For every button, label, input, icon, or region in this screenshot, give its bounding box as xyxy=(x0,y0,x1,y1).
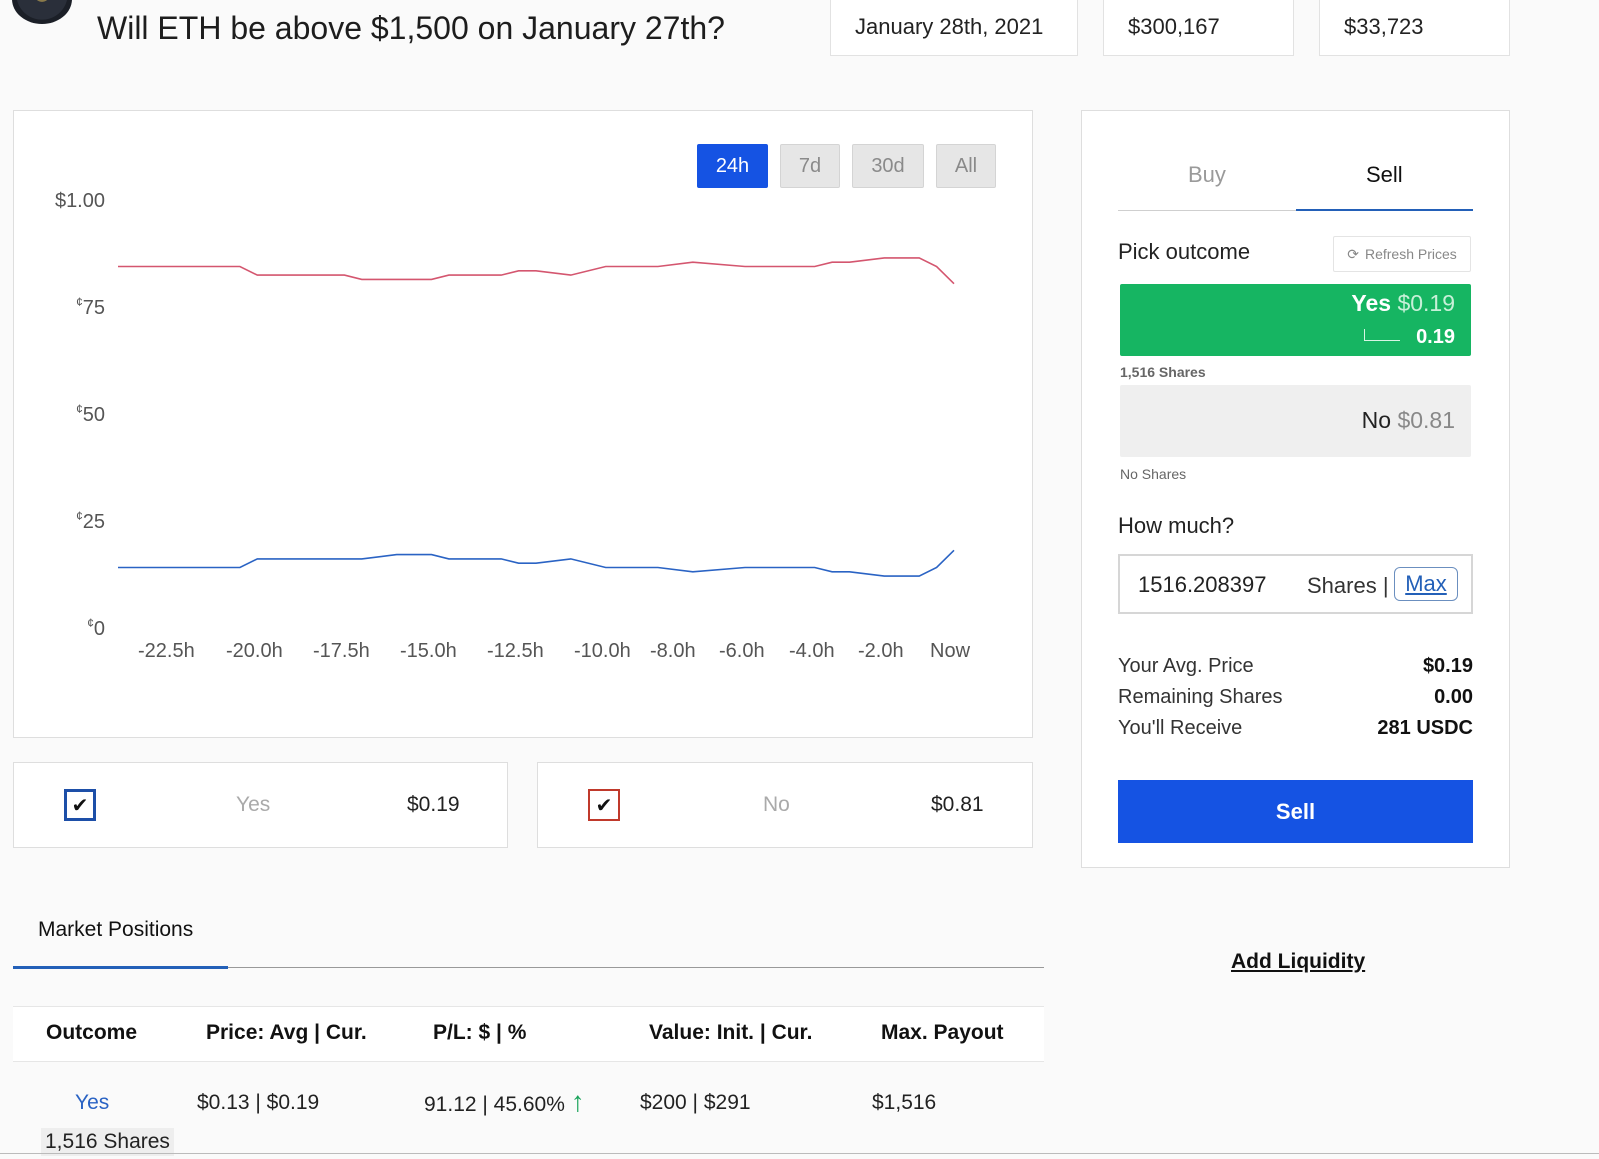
tab-sell[interactable]: Sell xyxy=(1366,162,1403,187)
tabs-divider xyxy=(13,967,1044,968)
volume-value: $300,167 xyxy=(1128,14,1220,39)
x-tick-label: -10.0h xyxy=(574,640,631,662)
x-tick-label: -4.0h xyxy=(789,640,835,662)
range-button-7d[interactable]: 7d xyxy=(780,144,840,188)
range-button-all[interactable]: All xyxy=(936,144,996,188)
active-tab-indicator xyxy=(13,966,228,969)
mini-trend-icon xyxy=(1364,329,1400,341)
outcome-option-no[interactable]: No $0.81 xyxy=(1120,385,1471,457)
tab-market-positions[interactable]: Market Positions xyxy=(38,918,194,941)
summary-value: $0.19 xyxy=(1422,655,1473,677)
position-max-payout: $1,516 xyxy=(872,1091,937,1114)
position-value: $200 | $291 xyxy=(640,1091,751,1114)
x-tick-label: -20.0h xyxy=(226,640,283,662)
position-shares: 1,516 Shares xyxy=(41,1128,174,1156)
column-header: Price: Avg | Cur. xyxy=(206,1021,367,1044)
summary-label: You'll Receive xyxy=(1118,717,1243,739)
y-tick-label: ¢25 xyxy=(76,509,105,533)
range-button-24h[interactable]: 24h xyxy=(697,144,768,188)
option-title: No $0.81 xyxy=(1361,407,1455,433)
y-tick-label: $1.00 xyxy=(54,190,105,212)
x-tick-label: -8.0h xyxy=(650,640,696,662)
no-checkbox[interactable]: ✔ xyxy=(588,789,620,821)
series-line-yes xyxy=(118,549,955,577)
summary-label: Your Avg. Price xyxy=(1118,655,1254,677)
liquidity-box: $33,723 xyxy=(1319,0,1510,56)
max-button[interactable]: Max xyxy=(1394,567,1458,601)
volume-box: $300,167 xyxy=(1103,0,1294,56)
y-tick-label: ¢0 xyxy=(87,616,105,640)
arrow-up-icon: ↑ xyxy=(570,1086,585,1117)
position-price: $0.13 | $0.19 xyxy=(197,1091,320,1114)
column-header: Max. Payout xyxy=(881,1021,1004,1044)
refresh-prices-button[interactable]: ⟳ Refresh Prices xyxy=(1333,236,1471,272)
summary-value: 281 USDC xyxy=(1377,717,1473,739)
no-shares-note: No Shares xyxy=(1120,466,1187,482)
y-tick-label: ¢75 xyxy=(76,295,105,319)
how-much-label: How much? xyxy=(1118,513,1235,538)
summary-label: Remaining Shares xyxy=(1118,686,1283,708)
outcome-option-yes[interactable]: Yes $0.19 0.19 xyxy=(1120,284,1471,356)
liquidity-value: $33,723 xyxy=(1344,14,1424,39)
price-chart-panel xyxy=(13,110,1033,738)
option-title: Yes $0.19 xyxy=(1351,290,1455,316)
y-tick-label: ¢50 xyxy=(76,402,105,426)
outcome-toggle-price: $0.19 xyxy=(407,793,460,816)
trade-panel xyxy=(1081,110,1510,868)
trade-tabs-divider xyxy=(1118,210,1473,211)
end-date-box: January 28th, 2021 xyxy=(830,0,1078,56)
pick-outcome-label: Pick outcome xyxy=(1118,239,1251,264)
outcome-toggle-yes[interactable]: ✔ Yes $0.19 xyxy=(13,762,508,848)
add-liquidity-link[interactable]: Add Liquidity xyxy=(1231,950,1366,973)
outcome-toggle-no[interactable]: ✔ No $0.81 xyxy=(537,762,1033,848)
bottom-divider xyxy=(0,1153,1599,1154)
outcome-toggle-label: No xyxy=(763,793,790,816)
x-tick-label: -15.0h xyxy=(400,640,457,662)
position-pl: 91.12 | 45.60% ↑ xyxy=(424,1086,585,1117)
refresh-label: Refresh Prices xyxy=(1364,246,1457,262)
outcome-toggle-label: Yes xyxy=(236,793,271,816)
x-tick-label: Now xyxy=(930,640,971,662)
option-subprice: 0.19 xyxy=(1416,326,1455,348)
active-trade-tab-indicator xyxy=(1296,209,1473,211)
x-tick-label: -12.5h xyxy=(487,640,544,662)
series-line-no xyxy=(118,257,955,285)
yes-shares-note: 1,516 Shares xyxy=(1120,364,1206,380)
column-header: P/L: $ | % xyxy=(433,1021,527,1044)
position-outcome: Yes xyxy=(75,1091,110,1114)
x-tick-label: -6.0h xyxy=(719,640,765,662)
x-tick-label: -17.5h xyxy=(313,640,370,662)
page-title: Will ETH be above $1,500 on January 27th… xyxy=(97,10,725,46)
sell-button[interactable]: Sell xyxy=(1118,780,1473,843)
yes-checkbox[interactable]: ✔ xyxy=(64,789,96,821)
column-header: Value: Init. | Cur. xyxy=(649,1021,813,1044)
x-tick-label: -2.0h xyxy=(858,640,904,662)
x-tick-label: -22.5h xyxy=(138,640,195,662)
range-button-30d[interactable]: 30d xyxy=(852,144,924,188)
summary-value: 0.00 xyxy=(1434,686,1473,708)
amount-value: 1516.208397 xyxy=(1138,572,1267,597)
tab-buy[interactable]: Buy xyxy=(1188,162,1226,187)
price-chart-svg xyxy=(118,257,955,577)
amount-unit: Shares | xyxy=(1307,573,1389,598)
end-date-value: January 28th, 2021 xyxy=(855,14,1044,39)
amount-input[interactable]: 1516.208397 Shares | Max xyxy=(1118,554,1473,614)
positions-table-header xyxy=(13,1006,1044,1062)
outcome-toggle-price: $0.81 xyxy=(931,793,984,816)
refresh-icon: ⟳ xyxy=(1347,245,1359,262)
column-header: Outcome xyxy=(46,1021,138,1044)
